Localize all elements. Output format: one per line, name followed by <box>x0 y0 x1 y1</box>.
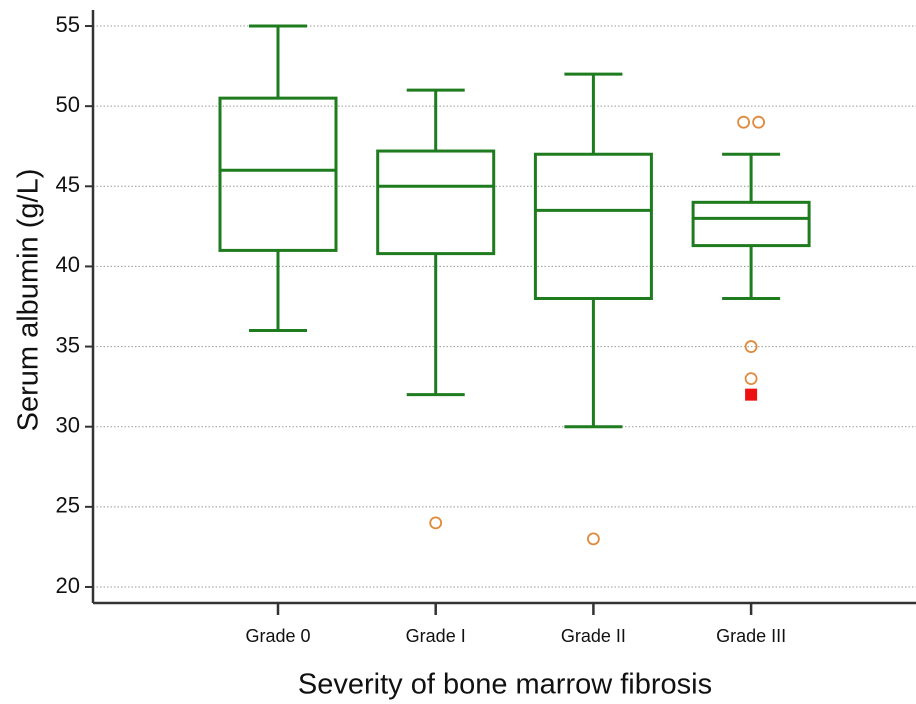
y-tick-label: 55 <box>56 12 80 37</box>
outlier <box>744 372 758 386</box>
y-tick-label: 25 <box>56 493 80 518</box>
y-tick-label: 35 <box>56 332 80 357</box>
box <box>691 200 811 248</box>
y-tick-label: 50 <box>56 92 80 117</box>
y-tick-label: 45 <box>56 172 80 197</box>
x-tick-label: Grade III <box>716 626 786 646</box>
far-outlier <box>745 388 758 401</box>
box <box>218 96 338 252</box>
outlier <box>744 340 758 353</box>
box <box>533 152 653 300</box>
box <box>376 149 496 256</box>
y-tick-label: 40 <box>56 252 80 277</box>
x-tick-label: Grade I <box>406 626 466 646</box>
y-axis-title: Serum albumin (g/L) <box>13 169 45 432</box>
outlier <box>737 115 750 129</box>
x-axis-title: Severity of bone marrow fibrosis <box>298 669 712 701</box>
y-tick-label: 30 <box>56 413 80 438</box>
outlier <box>587 532 600 546</box>
x-tick-label: Grade 0 <box>245 626 310 646</box>
outlier <box>429 516 443 530</box>
outlier <box>752 115 765 129</box>
x-tick-label: Grade II <box>561 626 626 646</box>
y-tick-label: 20 <box>56 573 80 598</box>
